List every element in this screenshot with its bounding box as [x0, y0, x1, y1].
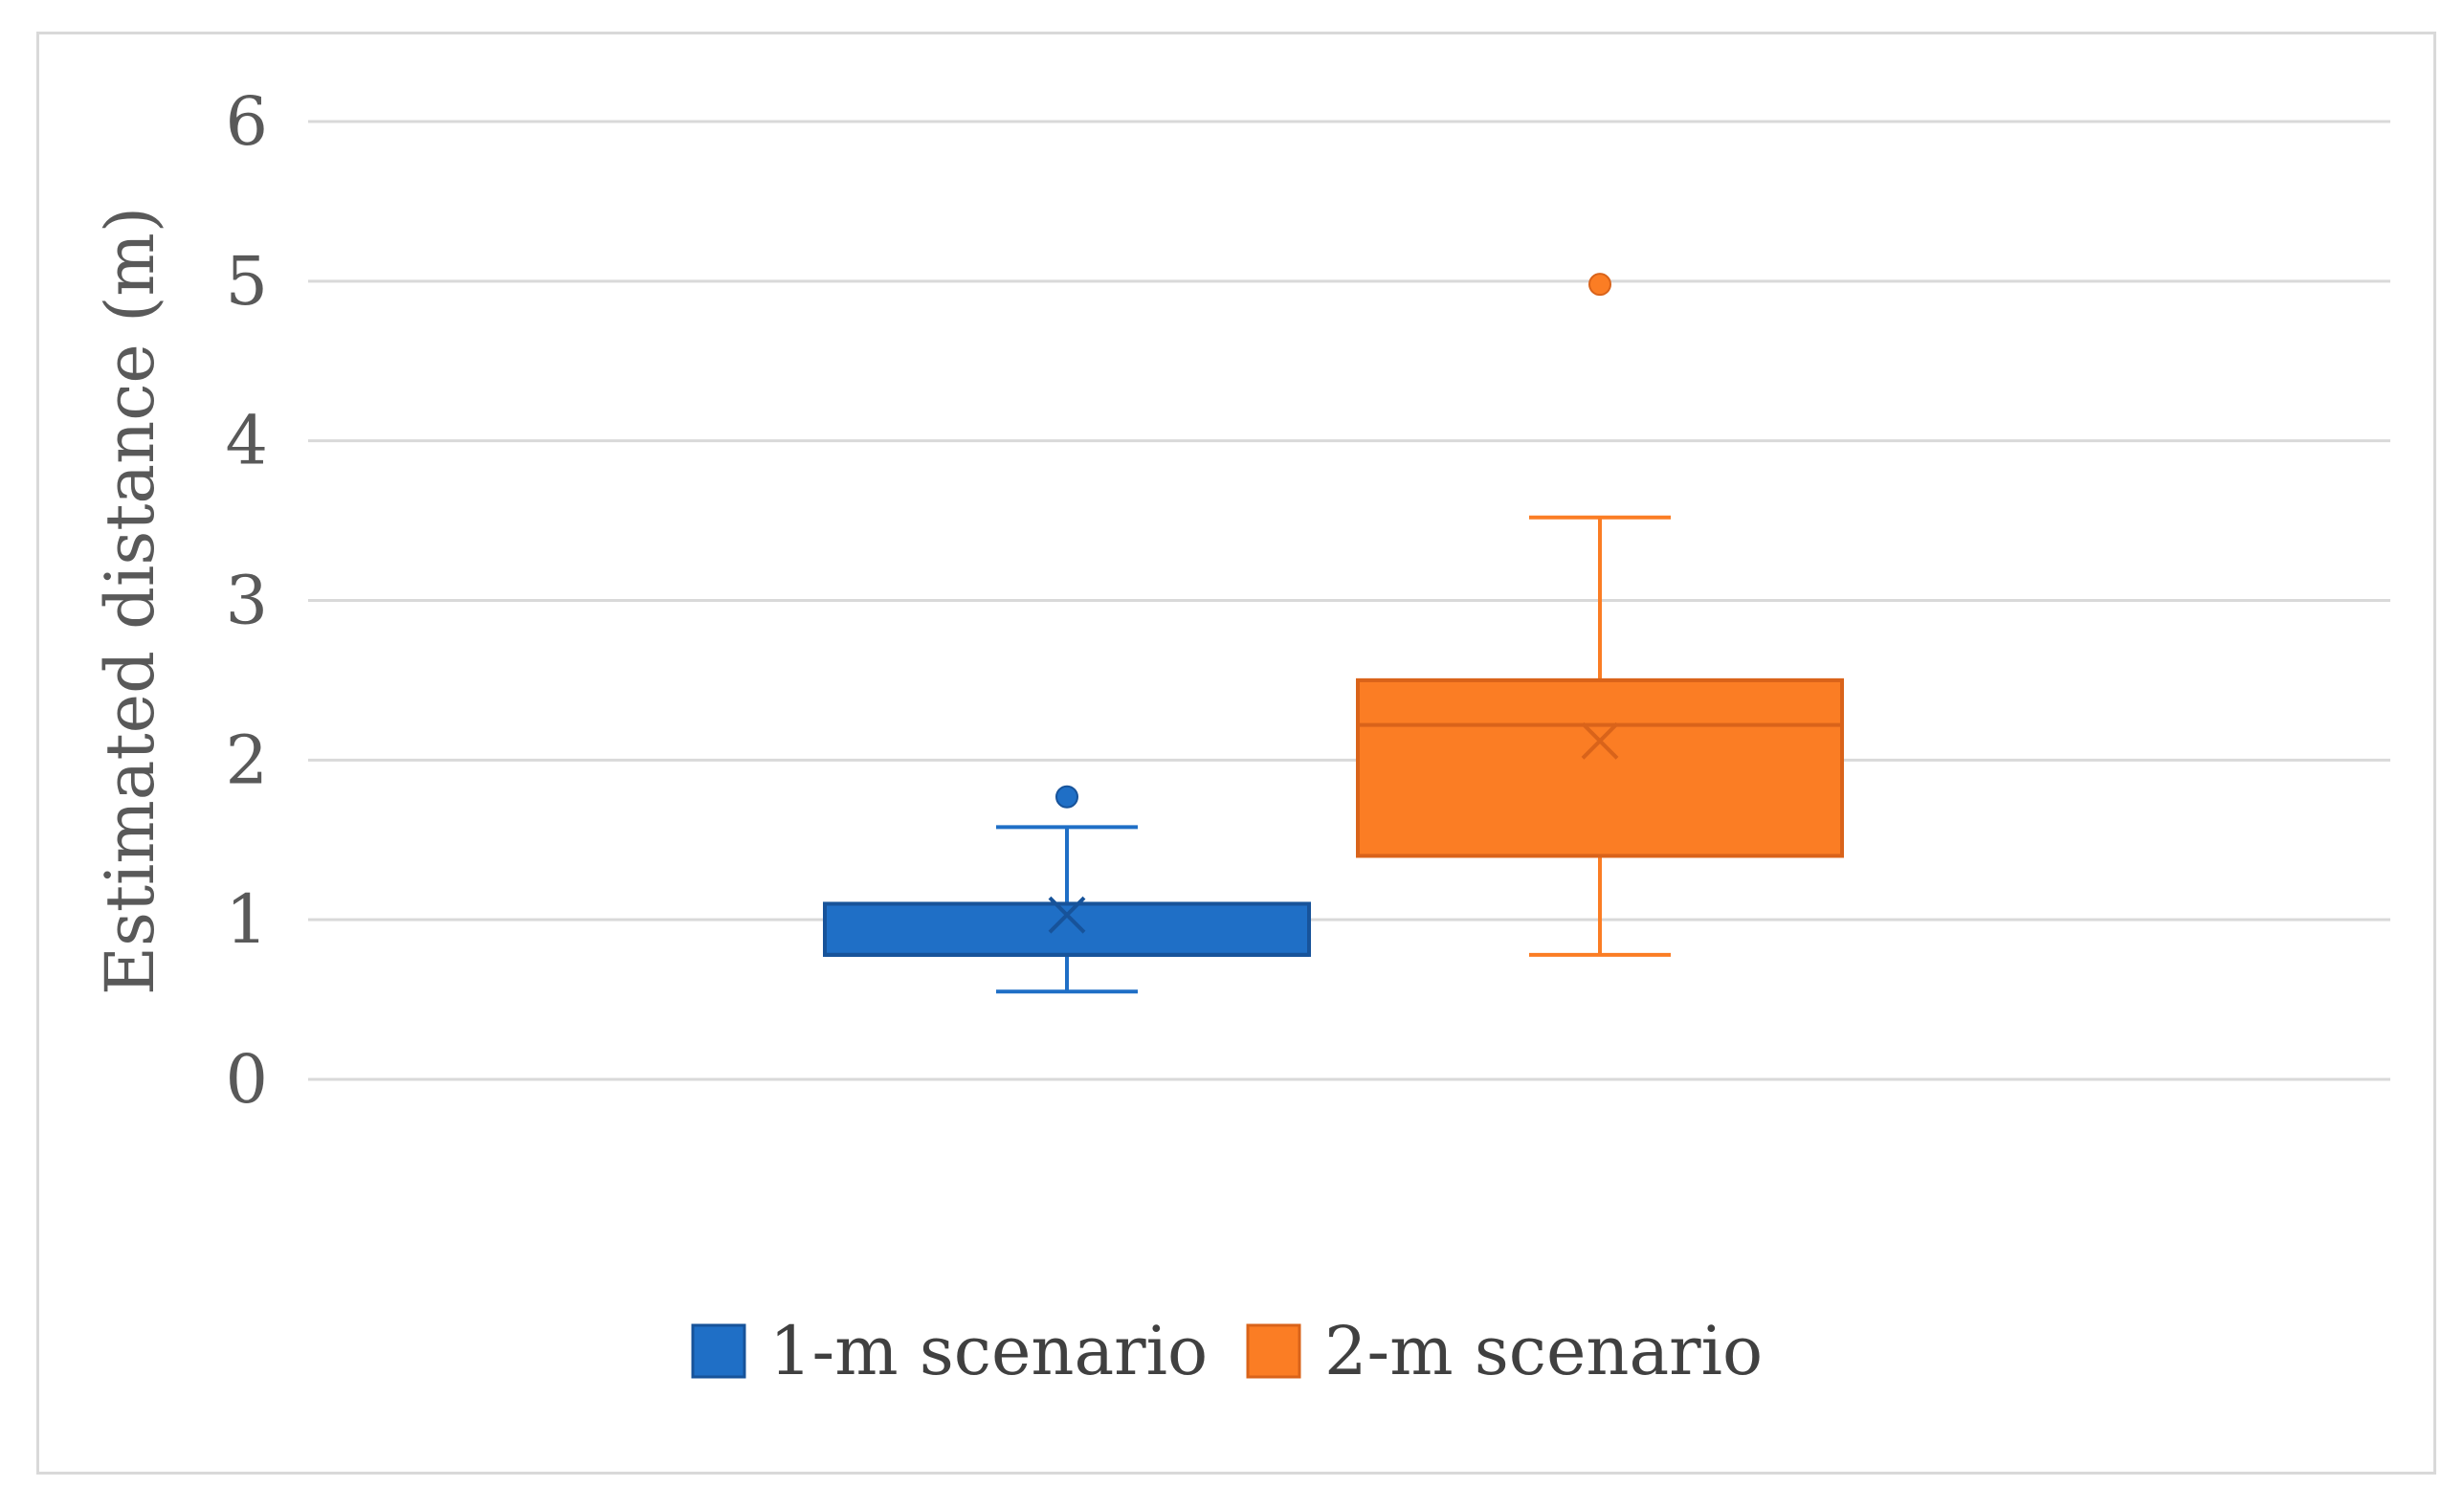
y-tick-label-3: 3	[225, 562, 268, 640]
outlier-point	[1588, 273, 1611, 297]
y-tick-label-0: 0	[225, 1040, 268, 1119]
legend-label: 2-m scenario	[1324, 1312, 1763, 1390]
y-tick-labels: 0 1 2 3 4 5 6	[225, 82, 268, 1119]
legend-item-1: 1-m scenario	[691, 1312, 1208, 1390]
legend-swatch	[1246, 1323, 1301, 1379]
y-tick-label-1: 1	[225, 880, 268, 959]
mean-marker-b	[1581, 721, 1619, 760]
box-outline	[1356, 677, 1844, 858]
chart-frame	[36, 32, 2436, 1475]
grid-layer	[308, 120, 2390, 1081]
y-tick-label-4: 4	[225, 402, 268, 480]
y-tick-label-5: 5	[225, 242, 268, 321]
legend: 1-m scenario 2-m scenario	[691, 1312, 1763, 1390]
legend-swatch	[691, 1323, 746, 1379]
y-tick-label-2: 2	[225, 721, 268, 799]
box-layer	[823, 273, 1844, 994]
mean-marker-b	[1048, 896, 1086, 934]
y-tick-label-6: 6	[225, 82, 268, 161]
box-iqr	[823, 901, 1311, 957]
legend-item-2: 2-m scenario	[1246, 1312, 1763, 1390]
box-iqr	[1356, 677, 1844, 858]
outlier-point	[1055, 785, 1078, 809]
box-series-2	[1356, 273, 1844, 957]
legend-label: 1-m scenario	[769, 1312, 1208, 1390]
y-axis-title: Estimated distance (m)	[91, 207, 169, 995]
box-series-1	[823, 785, 1311, 994]
